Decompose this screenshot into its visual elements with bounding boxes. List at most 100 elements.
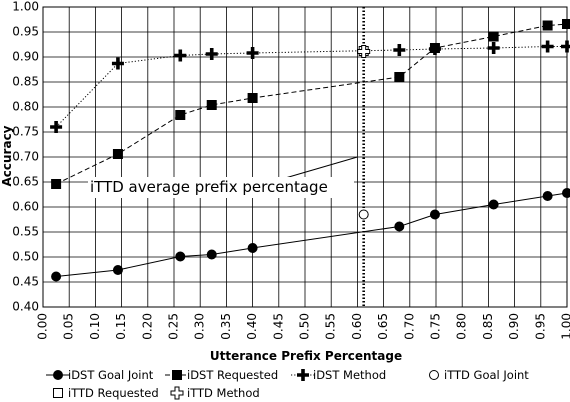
- series-group: [50, 19, 570, 282]
- series-0: [51, 188, 570, 282]
- y-tick-label: 0.85: [12, 75, 39, 89]
- data-point: [247, 93, 258, 103]
- annotation-group: iTTD average prefix percentage: [88, 156, 358, 198]
- legend-item: iDST Requested: [165, 368, 278, 382]
- x-tick-label: 0.35: [219, 313, 233, 340]
- legend-marker: [53, 388, 63, 398]
- y-tick-label: 0.75: [12, 125, 39, 139]
- annotation-box: [88, 177, 354, 198]
- y-tick-label: 0.80: [12, 100, 39, 114]
- series-5: [357, 45, 371, 58]
- data-point: [394, 72, 405, 82]
- data-point: [562, 19, 570, 29]
- legend-item: iTTD Goal Joint: [429, 368, 529, 382]
- x-tick-label: 0.50: [298, 313, 312, 340]
- x-tick-labels: 0.00 0.05 0.10 0.15 0.20 0.25 0.30 0.35 0.40 0.45…: [36, 313, 570, 340]
- y-tick-label: 0.90: [12, 50, 39, 64]
- legend-label: iDST Requested: [187, 368, 278, 382]
- data-point: [488, 199, 499, 210]
- data-point: [51, 271, 62, 282]
- y-tick-label: 0.60: [12, 200, 39, 214]
- x-tick-label: 1.00: [560, 313, 570, 340]
- legend-item: iDST Goal Joint: [46, 368, 154, 382]
- legend-marker: [170, 386, 184, 400]
- data-point: [205, 48, 218, 60]
- x-tick-label: 0.55: [324, 313, 338, 340]
- x-tick-label: 0.75: [429, 313, 443, 340]
- legend-item: iTTD Requested: [53, 386, 159, 400]
- plot-frame: [42, 6, 568, 308]
- data-point: [206, 249, 217, 260]
- series-line: [55, 23, 568, 185]
- x-tick-label: 0.65: [376, 313, 390, 340]
- x-tick-label: 0.90: [507, 313, 521, 340]
- x-tick-label: 0.05: [62, 313, 76, 340]
- x-tick-label: 0.70: [402, 313, 416, 340]
- data-point: [394, 221, 405, 232]
- y-tick-label: 0.65: [12, 175, 39, 189]
- legend-label: iTTD Goal Joint: [444, 368, 529, 382]
- data-point: [175, 251, 186, 262]
- legend-label: iTTD Method: [187, 386, 260, 400]
- data-point: [206, 100, 217, 110]
- x-tick-label: 0.40: [245, 313, 259, 340]
- y-tick-label: 0.95: [12, 25, 39, 39]
- y-tick-label: 0.50: [12, 250, 39, 264]
- data-point: [357, 45, 371, 58]
- legend-label: iTTD Requested: [68, 386, 159, 400]
- y-tick-label: 0.40: [12, 300, 39, 314]
- data-point: [487, 42, 500, 54]
- legend-item: iTTD Method: [170, 386, 260, 400]
- x-tick-label: 0.95: [533, 313, 547, 340]
- x-tick-label: 0.15: [114, 313, 128, 340]
- data-point: [541, 40, 554, 53]
- x-tick-label: 0.80: [455, 313, 469, 340]
- y-tick-label: 0.55: [12, 225, 39, 239]
- data-point: [428, 43, 441, 55]
- legend-label: iDST Method: [313, 368, 386, 382]
- legend-label: iDST Goal Joint: [68, 368, 154, 382]
- x-tick-label: 0.85: [481, 313, 495, 340]
- x-tick-label: 0.30: [193, 313, 207, 340]
- x-tick-label: 0.25: [167, 313, 181, 340]
- data-point: [542, 191, 553, 201]
- legend-marker: [297, 369, 310, 382]
- x-tick-label: 0.45: [271, 313, 285, 340]
- x-tick-label: 0.20: [140, 313, 154, 340]
- data-point: [175, 110, 186, 120]
- annotation-text: iTTD average prefix percentage: [90, 178, 328, 196]
- y-tick-label: 1.00: [12, 0, 39, 14]
- x-tick-label: 0.00: [36, 313, 50, 340]
- data-point: [111, 57, 124, 70]
- data-point: [488, 31, 499, 42]
- y-tick-label: 0.70: [12, 150, 39, 164]
- series-line: [55, 46, 567, 128]
- y-tick-labels: 0.40 0.45 0.50 0.55 0.60 0.65 0.70 0.75 0.80 0.85…: [12, 0, 39, 314]
- data-point: [246, 47, 259, 59]
- series-line: [56, 192, 568, 277]
- data-point: [542, 20, 553, 31]
- data-point: [51, 179, 62, 189]
- x-tick-label: 0.10: [88, 313, 102, 340]
- data-point: [358, 209, 369, 220]
- legend-item: iDST Method: [291, 368, 386, 382]
- data-point: [112, 149, 123, 159]
- legend: iDST Goal Joint iDST Requested iDST Method…: [46, 368, 529, 400]
- y-tick-label: 0.45: [12, 275, 39, 289]
- x-tick-label: 0.60: [350, 313, 364, 340]
- y-axis-label: Accuracy: [0, 125, 14, 186]
- legend-marker: [172, 370, 182, 380]
- data-point: [50, 121, 63, 133]
- x-axis-label: Utterance Prefix Percentage: [210, 349, 402, 363]
- data-point: [561, 40, 570, 53]
- data-point: [174, 49, 187, 62]
- legend-marker: [429, 370, 439, 380]
- series-2: [50, 40, 570, 133]
- data-point: [393, 44, 406, 56]
- series-3: [358, 209, 369, 220]
- axes: [42, 6, 568, 308]
- data-point: [247, 243, 258, 253]
- data-point: [562, 188, 570, 198]
- data-point: [429, 209, 440, 220]
